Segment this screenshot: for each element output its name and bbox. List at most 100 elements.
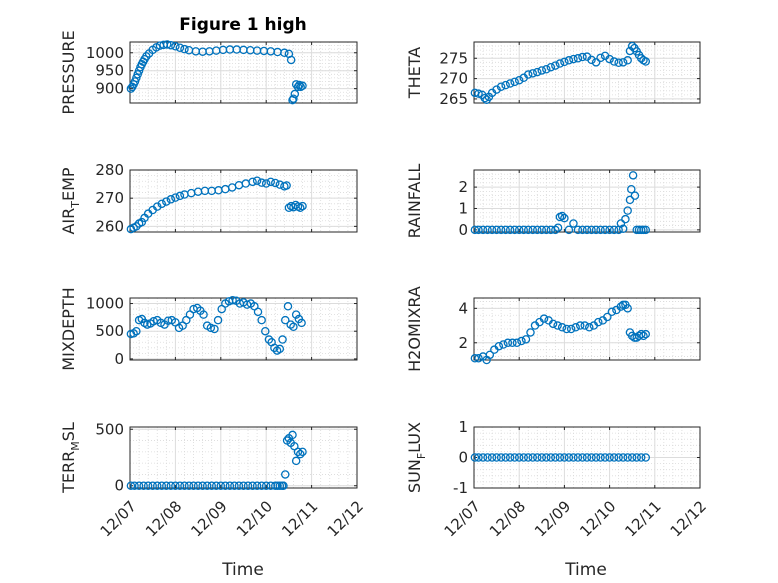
series-markers: [470, 41, 651, 104]
data-point: [298, 81, 307, 91]
data-point: [618, 58, 628, 67]
data-point: [257, 315, 266, 325]
data-point: [596, 453, 605, 462]
data-point: [578, 52, 587, 62]
data-point: [273, 481, 282, 490]
data-point: [261, 326, 270, 336]
y-axis-label: PRESSURE: [59, 30, 78, 114]
data-point: [130, 481, 139, 490]
data-point: [566, 324, 576, 334]
data-point: [514, 453, 524, 462]
data-point: [569, 453, 578, 462]
data-point: [587, 453, 596, 462]
data-point: [213, 315, 223, 325]
data-point: [548, 319, 558, 329]
y-tick-label: 0: [114, 350, 124, 368]
data-point: [171, 193, 180, 202]
data-point: [517, 336, 526, 346]
data-point: [641, 329, 651, 339]
series-markers: [126, 295, 306, 355]
y-axis-label: H2OMIXRA: [405, 286, 424, 372]
data-point: [537, 66, 547, 75]
data-point: [639, 225, 648, 235]
data-point: [291, 310, 301, 319]
y-tick-label: 0: [458, 449, 468, 467]
data-point: [501, 225, 510, 235]
data-point: [627, 453, 637, 462]
data-point: [537, 225, 547, 235]
data-point: [166, 195, 176, 204]
data-point: [551, 453, 560, 462]
data-point: [175, 481, 185, 490]
data-point: [221, 481, 230, 490]
data-point: [596, 225, 605, 235]
data-point: [560, 453, 569, 462]
data-point: [470, 354, 480, 363]
data-point: [474, 225, 483, 235]
data-point: [575, 321, 585, 330]
data-point: [483, 453, 492, 462]
data-point: [143, 481, 153, 490]
data-point: [478, 453, 488, 462]
data-point: [286, 320, 295, 329]
data-point: [508, 338, 517, 348]
y-tick-label: 1000: [86, 295, 124, 313]
data-point: [171, 481, 180, 490]
y-axis-label: RAINFALL: [405, 164, 424, 239]
data-point: [537, 453, 547, 462]
subplot-4: 0 1 2 RAINFALL: [405, 164, 701, 239]
data-point: [582, 453, 592, 462]
data-point: [623, 453, 632, 462]
data-point: [564, 453, 574, 462]
data-point: [157, 199, 167, 209]
data-point: [521, 335, 531, 344]
data-point: [487, 453, 497, 462]
data-point: [289, 322, 298, 332]
axes-box: [129, 297, 358, 361]
data-point: [627, 184, 636, 194]
data-point: [562, 324, 571, 334]
y-axis-label: MIXDEPTH: [59, 287, 78, 370]
data-point: [162, 197, 171, 206]
data-point: [571, 323, 580, 332]
data-point: [636, 329, 646, 339]
data-point: [162, 40, 172, 49]
data-point: [132, 222, 141, 231]
data-point: [298, 447, 307, 457]
data-point: [510, 453, 519, 462]
data-point: [526, 328, 535, 337]
data-point: [148, 481, 157, 490]
data-point: [546, 62, 556, 72]
data-point: [514, 225, 524, 235]
data-point: [266, 177, 275, 187]
data-point: [523, 225, 533, 235]
y-axis-label: AIRTEMP: [59, 167, 82, 234]
data-point: [564, 56, 574, 65]
data-point: [641, 57, 651, 66]
data-point: [494, 341, 504, 351]
data-point: [591, 225, 601, 235]
y-tick-label: 1: [458, 199, 468, 217]
data-point: [603, 312, 612, 322]
data-point: [510, 77, 519, 87]
y-tick-label: 280: [95, 161, 124, 179]
data-point: [483, 225, 492, 235]
data-point: [279, 481, 288, 490]
data-point: [166, 481, 176, 490]
data-point: [175, 43, 185, 52]
data-point: [295, 449, 305, 459]
data-point: [264, 335, 274, 344]
series-markers: [126, 176, 307, 234]
data-point: [557, 323, 567, 332]
data-point: [564, 225, 574, 235]
data-point: [253, 307, 263, 317]
data-point: [152, 202, 162, 211]
data-point: [252, 176, 262, 185]
data-point: [623, 56, 632, 65]
data-point: [573, 54, 583, 63]
data-point: [641, 225, 651, 235]
data-point: [291, 456, 301, 466]
y-tick-label: 2: [458, 334, 468, 352]
data-point: [503, 338, 513, 348]
